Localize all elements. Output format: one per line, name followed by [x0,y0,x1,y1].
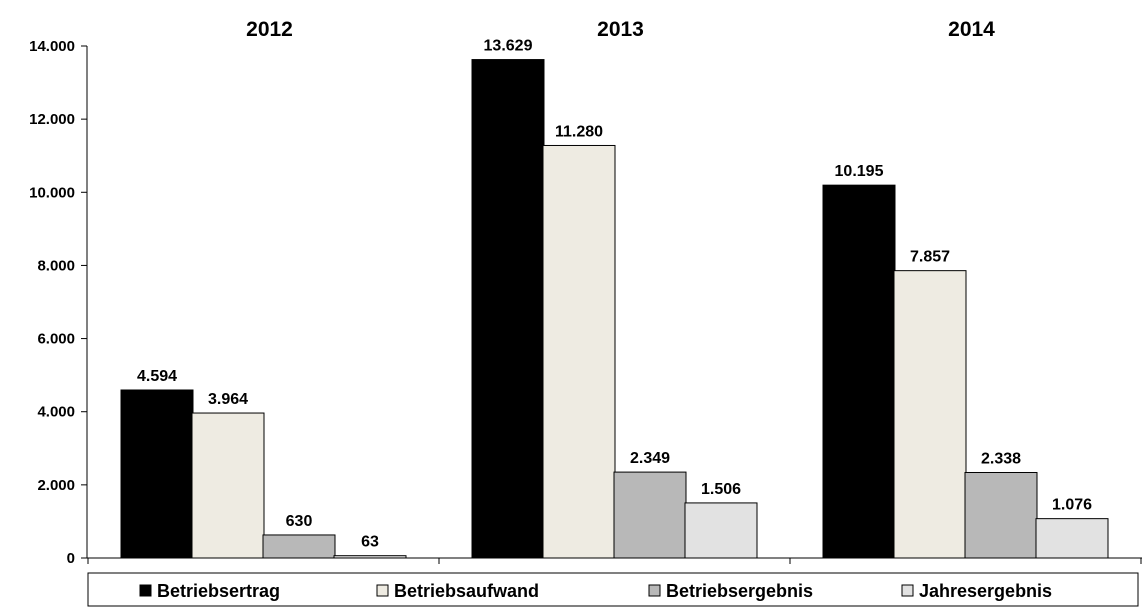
legend-label: Betriebsergebnis [666,581,813,601]
data-label: 630 [286,513,313,530]
data-label: 2.338 [981,450,1021,467]
data-label: 1.076 [1052,497,1092,514]
data-label: 10.195 [835,163,884,180]
bar [613,471,687,559]
category-label: 2012 [246,18,293,41]
legend-swatch [901,584,914,597]
y-tick-label: 8.000 [37,257,75,274]
data-label: 4.594 [137,368,177,385]
legend-label: Jahresergebnis [919,581,1052,601]
category-label: 2014 [948,18,995,41]
legend: Betriebsertrag Betriebsaufwand Betriebserg… [87,572,1139,607]
bar [893,270,967,559]
legend-label: Betriebsaufwand [394,581,539,601]
data-label: 13.629 [484,38,533,55]
bar [1035,518,1109,559]
data-label: 63 [361,534,379,551]
labels-layer: 2012 2013 2014 4.594 3.964 630 63 13.629 11.280 2… [137,18,1092,551]
y-tick-label: 12.000 [29,111,75,128]
legend-frame [87,572,1139,607]
y-tick-label: 10.000 [29,184,75,201]
y-tick-label: 0 [67,550,75,567]
data-label: 3.964 [208,391,248,408]
bars-layer [120,59,1109,559]
data-label: 7.857 [910,249,950,266]
y-tick-label: 14.000 [29,38,75,55]
bar [120,389,194,559]
bar [684,502,758,559]
y-tick-label: 6.000 [37,331,75,348]
bar [262,534,336,559]
bar [822,184,896,559]
legend-swatch [648,584,661,597]
legend-swatch [376,584,389,597]
bar [471,59,545,559]
bar [191,412,265,559]
bar [964,471,1038,559]
y-tick-label: 4.000 [37,404,75,421]
legend-label: Betriebsertrag [157,581,280,601]
y-tick-label: 2.000 [37,477,75,494]
data-label: 2.349 [630,450,670,467]
bar [542,144,616,559]
legend-swatch [139,584,152,597]
data-label: 11.280 [555,123,603,140]
category-label: 2013 [597,18,644,41]
bar [333,555,407,559]
data-label: 1.506 [701,481,741,498]
